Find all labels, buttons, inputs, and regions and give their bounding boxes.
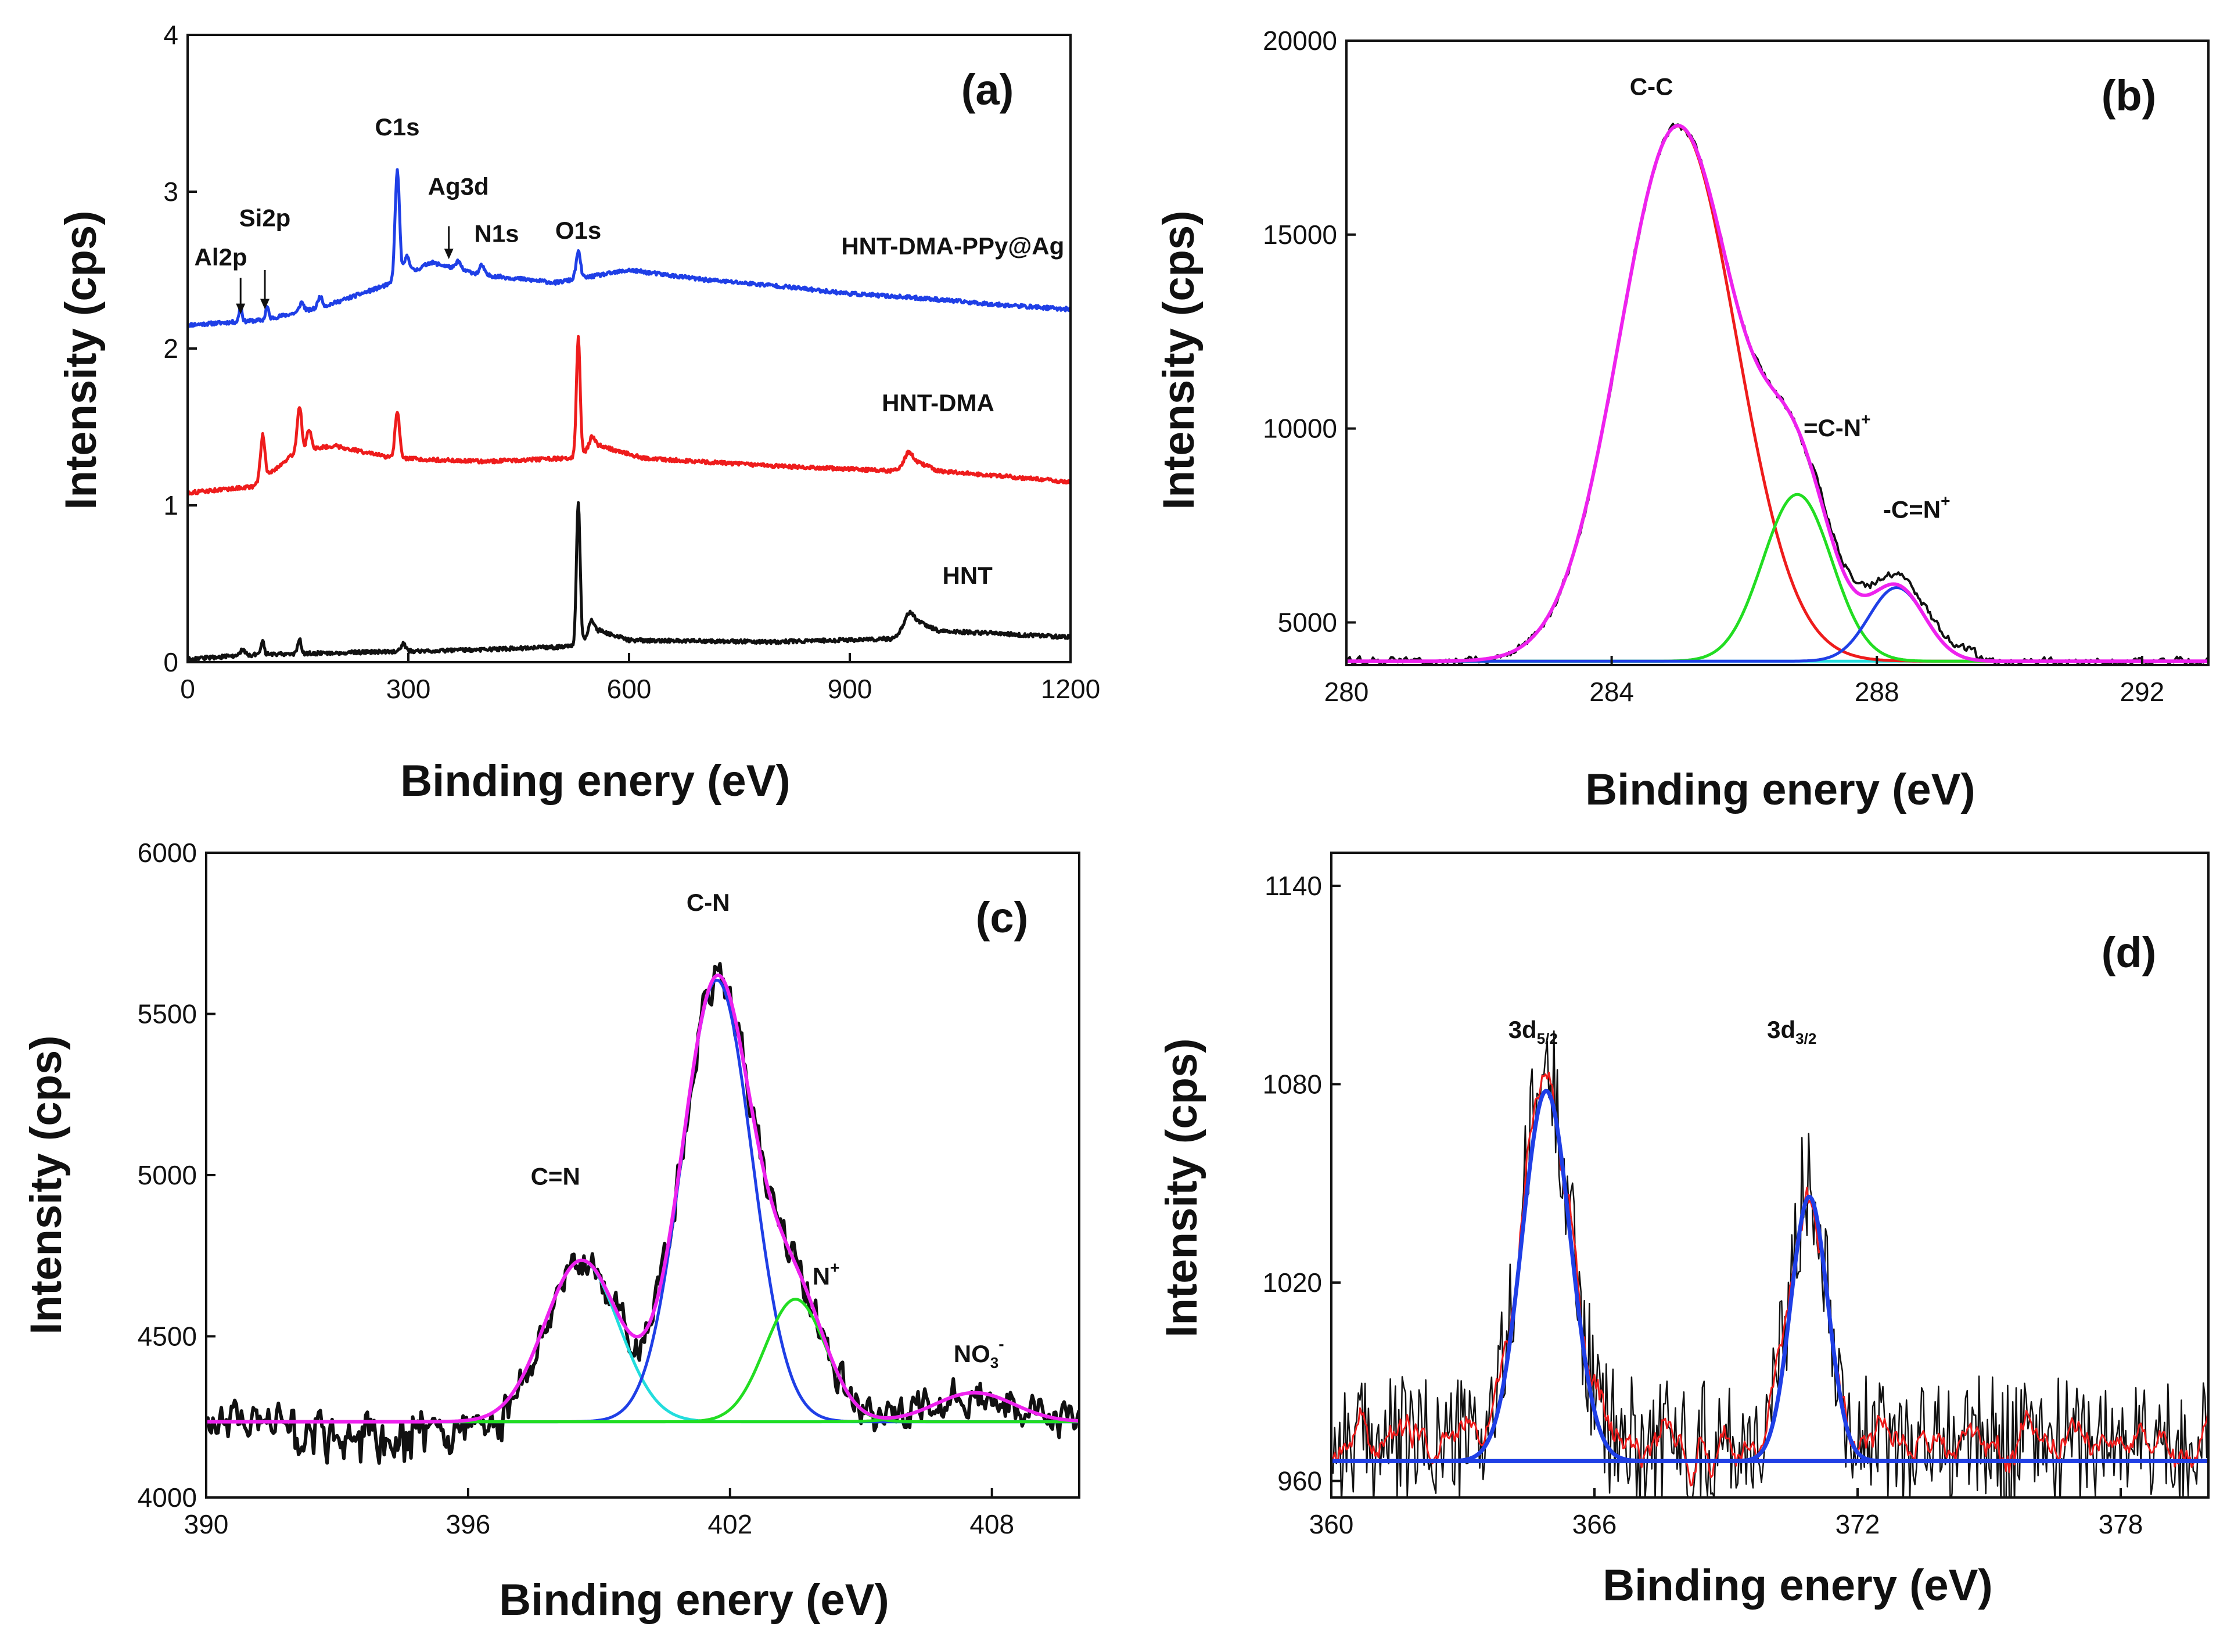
panel-d-x-axis-title: Binding enery (eV) bbox=[1603, 1561, 1992, 1610]
panel-b-curves bbox=[1346, 123, 2208, 665]
peak-annotation: HNT-DMA bbox=[882, 389, 994, 416]
peak-annotation: C1s bbox=[375, 113, 419, 141]
x-tick-label: 402 bbox=[707, 1509, 752, 1539]
peak-annotation: Si2p bbox=[239, 204, 291, 231]
annotation-arrowhead bbox=[444, 249, 454, 260]
series-line-hnt-dma-ppy-ag bbox=[188, 168, 1071, 328]
y-tick-label: 4 bbox=[163, 20, 178, 50]
fit-envelope-line bbox=[1346, 124, 2208, 663]
peak-annotation: -C=N+ bbox=[1883, 491, 1951, 523]
y-tick-label: 1020 bbox=[1263, 1267, 1322, 1298]
peak-annotation: N+ bbox=[813, 1259, 840, 1290]
peak-annotation: 3d5/2 bbox=[1508, 1016, 1558, 1047]
x-tick-label: 408 bbox=[969, 1509, 1014, 1539]
panel-b-frame bbox=[1345, 39, 2210, 666]
y-tick-label: 0 bbox=[163, 647, 178, 677]
panel-c: 390 396 402 408 4000 4500 5000 5500 6000 C=N C-N N+… bbox=[21, 838, 1080, 1625]
x-tick-label: 378 bbox=[2099, 1509, 2143, 1539]
panel-c-label: (c) bbox=[976, 893, 1028, 942]
y-tick-label: 1140 bbox=[1265, 871, 1322, 901]
y-tick-label: 4000 bbox=[138, 1482, 197, 1513]
y-tick-label: 3 bbox=[163, 177, 178, 207]
x-tick-label: 292 bbox=[2120, 677, 2164, 707]
x-tick-label: 0 bbox=[180, 674, 195, 704]
y-tick-label: 2 bbox=[163, 333, 178, 364]
x-tick-label: 284 bbox=[1589, 677, 1634, 707]
x-tick-label: 900 bbox=[828, 674, 872, 704]
panel-d-curves bbox=[1331, 1030, 2208, 1497]
fit-envelope-line bbox=[206, 973, 1079, 1424]
x-tick-label: 360 bbox=[1309, 1509, 1354, 1539]
panel-b-label: (b) bbox=[2102, 71, 2157, 120]
x-tick-label: 366 bbox=[1572, 1509, 1617, 1539]
x-tick-label: 1200 bbox=[1041, 674, 1100, 704]
panel-d: 360 366 372 378 960 1020 1080 1140 3d5/2 3d3/2 (d… bbox=[1157, 852, 2210, 1610]
panel-d-frame bbox=[1330, 852, 2210, 1499]
panel-a-y-axis-title: Intensity (cps) bbox=[56, 210, 106, 509]
raw-data-line bbox=[206, 962, 1079, 1465]
peak-annotation: O1s bbox=[555, 217, 601, 244]
panel-c-plot-area: 390 396 402 408 4000 4500 5000 5500 6000 C=N C-N N+… bbox=[138, 838, 1080, 1539]
x-tick-label: 280 bbox=[1324, 677, 1369, 707]
x-tick-label: 600 bbox=[607, 674, 652, 704]
panel-a-label: (a) bbox=[961, 66, 1014, 114]
y-tick-label: 5000 bbox=[138, 1160, 197, 1190]
y-tick-label: 4500 bbox=[138, 1321, 197, 1352]
panel-a-plot-area: 0 300 600 900 1200 0 1 2 3 4 C1s O1s Ag3d N1s Si2p Al2p… bbox=[163, 20, 1100, 704]
peak-annotation: Ag3d bbox=[428, 173, 489, 200]
peak-annotation: =C-N+ bbox=[1804, 410, 1871, 441]
panel-a-curves bbox=[188, 168, 1071, 662]
annotation-arrowhead bbox=[260, 299, 270, 310]
x-tick-label: 300 bbox=[386, 674, 431, 704]
x-tick-label: 396 bbox=[446, 1509, 491, 1539]
annotation-arrowhead bbox=[236, 303, 246, 314]
y-tick-label: 960 bbox=[1277, 1466, 1322, 1496]
panel-d-plot-area: 360 366 372 378 960 1020 1080 1140 3d5/2 3d3/2 bbox=[1263, 852, 2210, 1539]
panel-c-x-axis-title: Binding enery (eV) bbox=[499, 1575, 889, 1625]
y-tick-label: 1 bbox=[163, 490, 178, 520]
peak-annotation: HNT-DMA-PPy@Ag bbox=[841, 232, 1064, 260]
peak-annotation: C-C bbox=[1630, 73, 1673, 100]
panel-b-x-axis-title: Binding enery (eV) bbox=[1585, 765, 1975, 814]
series-line-hnt bbox=[188, 501, 1071, 662]
panel-b-plot-area: 280 284 288 292 5000 10000 15000 20000 C-C =C-N+ -… bbox=[1263, 26, 2210, 707]
y-tick-label: 6000 bbox=[138, 838, 197, 868]
y-tick-label: 10000 bbox=[1263, 414, 1337, 444]
series-line-hnt-dma bbox=[188, 335, 1071, 495]
panel-a-x-axis-title: Binding enery (eV) bbox=[400, 756, 790, 806]
y-tick-label: 1080 bbox=[1263, 1069, 1322, 1099]
y-tick-label: 15000 bbox=[1263, 220, 1337, 250]
panel-c-y-axis-title: Intensity (cps) bbox=[21, 1035, 71, 1334]
panel-d-label: (d) bbox=[2102, 928, 2157, 976]
panel-a: 0 300 600 900 1200 0 1 2 3 4 C1s O1s Ag3d N1s Si2p Al2p… bbox=[56, 20, 1100, 806]
x-tick-label: 390 bbox=[184, 1509, 229, 1539]
peak-annotation: C=N bbox=[531, 1163, 580, 1190]
panel-b-y-axis-title: Intensity (cps) bbox=[1154, 210, 1204, 509]
fit-component-3d3-2 bbox=[1331, 1194, 2208, 1463]
peak-annotation: N1s bbox=[474, 220, 519, 247]
y-tick-label: 5500 bbox=[138, 999, 197, 1029]
panel-b: 280 284 288 292 5000 10000 15000 20000 C-C =C-N+ -… bbox=[1154, 26, 2210, 814]
panel-c-curves bbox=[206, 962, 1079, 1465]
peak-annotation: 3d3/2 bbox=[1767, 1016, 1816, 1047]
y-tick-label: 20000 bbox=[1263, 26, 1337, 56]
peak-annotation: C-N bbox=[687, 889, 730, 916]
y-tick-label: 5000 bbox=[1278, 608, 1337, 638]
peak-annotation: NO3- bbox=[954, 1335, 1004, 1371]
peak-annotation: HNT bbox=[943, 562, 993, 589]
peak-annotation: Al2p bbox=[194, 243, 247, 271]
x-tick-label: 288 bbox=[1855, 677, 1899, 707]
x-tick-label: 372 bbox=[1836, 1509, 1880, 1539]
smoothed-data-line bbox=[1331, 1071, 2208, 1486]
panel-d-y-axis-title: Intensity (cps) bbox=[1157, 1038, 1206, 1337]
